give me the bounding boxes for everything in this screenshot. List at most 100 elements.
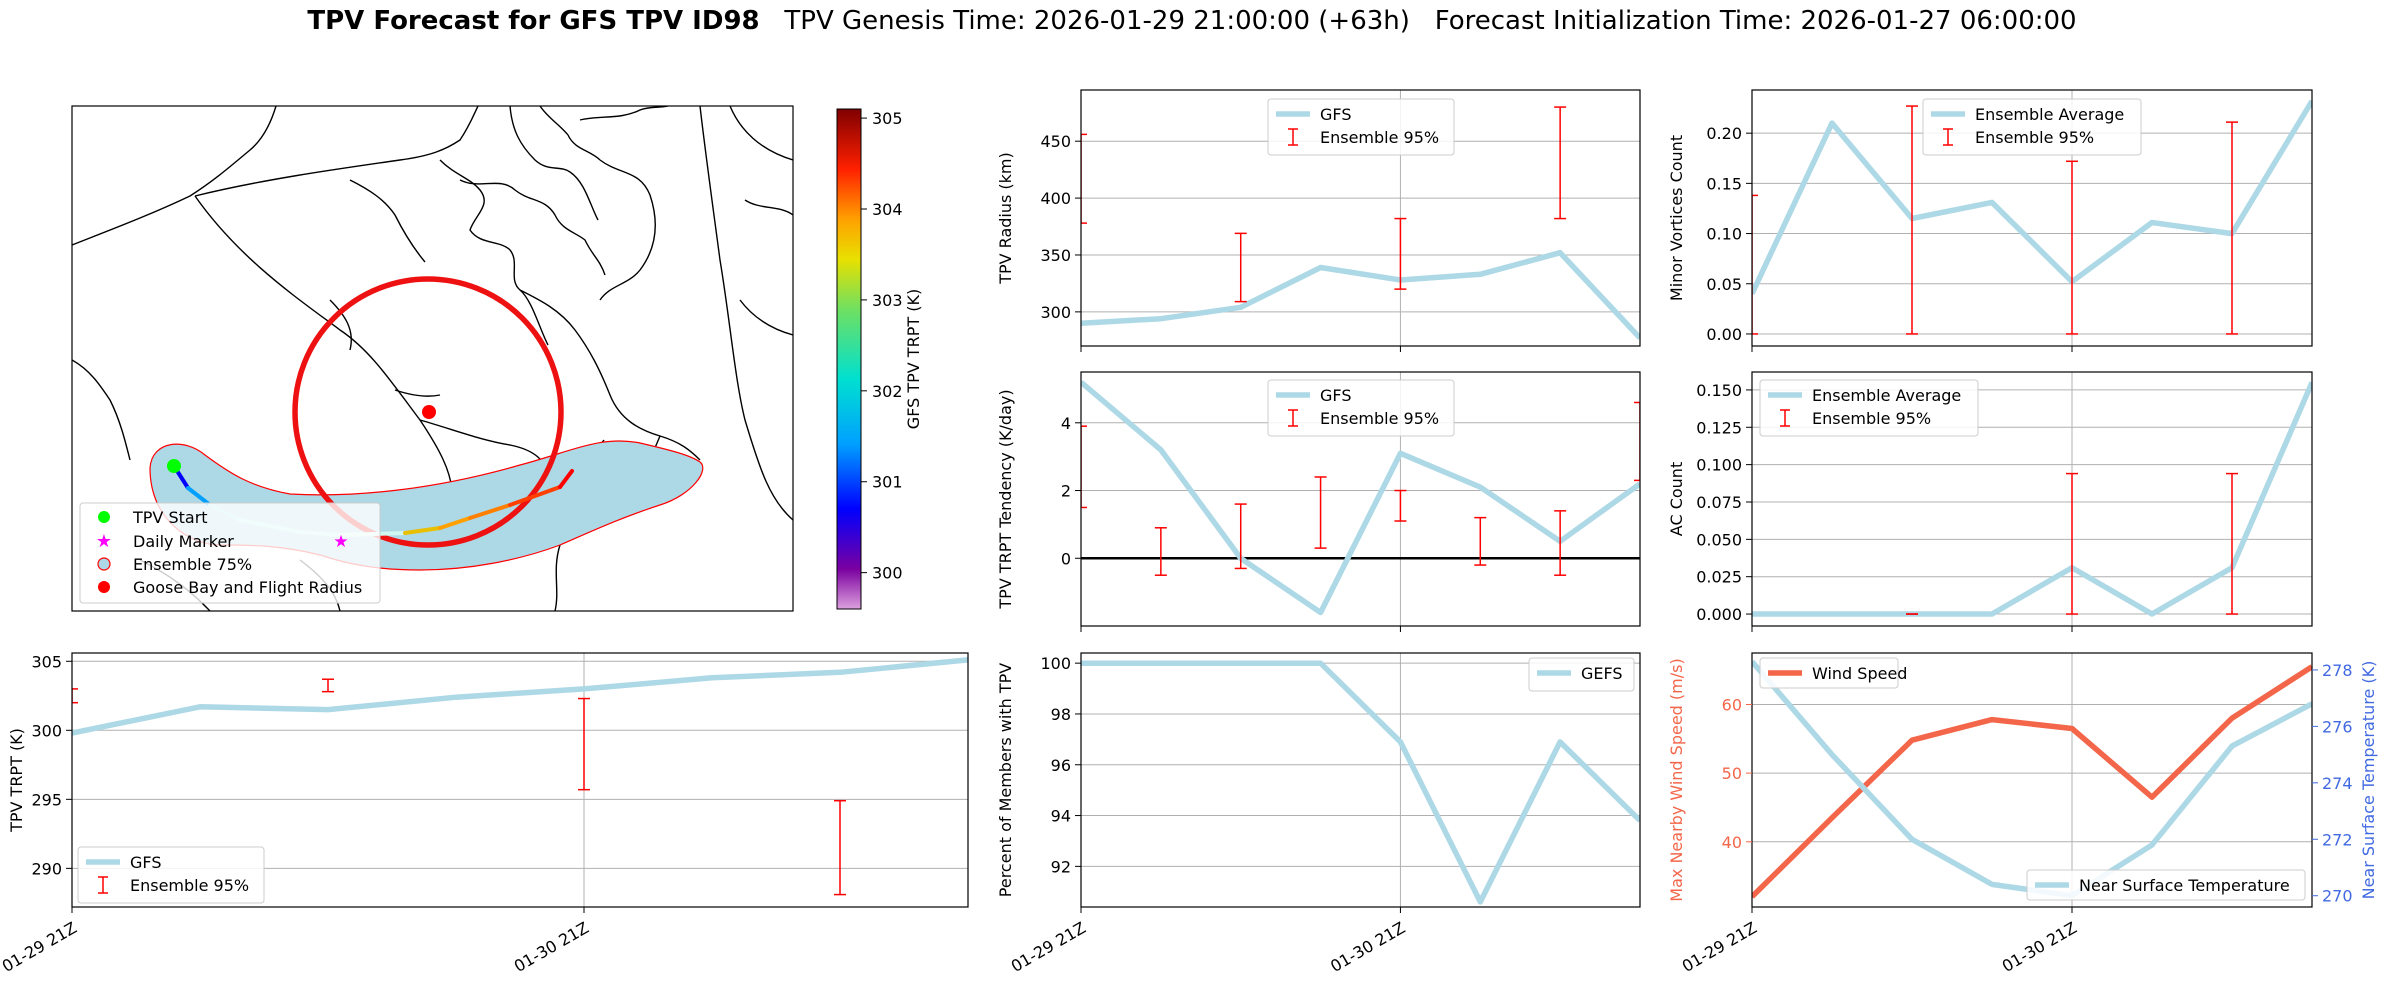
y-tick-label: 96 (1051, 756, 1071, 775)
colorbar-tick-label: 301 (872, 473, 903, 492)
map-legend: TPV Start ★ Daily Marker Ensemble 75% Go… (79, 502, 381, 604)
y-tick-label: 0.025 (1696, 568, 1742, 587)
axes-frame (1080, 89, 1641, 347)
map-legend-ensemble-75: Ensemble 75% (133, 555, 252, 574)
y-tick-label: 0.20 (1706, 124, 1742, 143)
series-line-wind-speed (1752, 664, 2312, 899)
chart-legend: Ensemble Average Ensemble 95% (1759, 379, 1979, 437)
y-axis-label: Percent of Members with TPV (996, 663, 1015, 897)
axes-frame (71, 652, 969, 908)
map-panel: TPV Start ★ Daily Marker Ensemble 75% Go… (71, 105, 923, 612)
legend-label: GEFS (1581, 664, 1623, 683)
error-bar (1474, 516, 1487, 566)
x-tick-label: 01-29 21Z (1008, 918, 1089, 976)
error-bar (2226, 121, 2238, 335)
chart-legend: GEFS (1528, 657, 1635, 692)
map-legend-daily-marker: Daily Marker (133, 532, 234, 551)
chart-minor-vortices: 0.00 0.05 0.10 0.15 0.20 Minor Vortices Count… (1667, 89, 2313, 352)
y-tick-label: 450 (1040, 132, 1071, 151)
error-bar (1234, 503, 1247, 570)
y-tick-label: 0 (1061, 549, 1071, 568)
map-legend-goose-bay: Goose Bay and Flight Radius (133, 578, 362, 597)
colorbar-tick-label: 303 (872, 291, 903, 310)
plot-area (1081, 380, 1640, 616)
chart-legend: GFS Ensemble 95% (77, 846, 265, 904)
y-tick-label: 0.00 (1706, 325, 1742, 344)
chart-legend: Wind Speed Near Surface Temperature (1759, 657, 2306, 901)
plot-area (1081, 106, 1640, 340)
y-tick-label: 100 (1040, 654, 1071, 673)
colorbar: 300 301 302 303 304 305 GFS TPV TRPT (K) (836, 108, 923, 610)
map-legend-tpv-start: TPV Start (132, 508, 208, 527)
axes-frame (1751, 652, 2313, 908)
y-tick-label: 0.075 (1696, 493, 1742, 512)
error-bar (1081, 425, 1087, 509)
error-bar (1906, 105, 1918, 335)
y-tick-label: 0.100 (1696, 456, 1742, 475)
y-tick-label: 94 (1051, 807, 1071, 826)
legend-label: Ensemble 95% (130, 876, 249, 895)
y-axis-label: TPV Radius (km) (996, 152, 1015, 285)
series-line-gfs (1081, 380, 1640, 616)
legend-label: GFS (130, 853, 161, 872)
y-right-tick-label: 272 (2322, 830, 2353, 849)
colorbar-tick-label: 300 (872, 564, 903, 583)
legend-label: Ensemble Average (1975, 105, 2124, 124)
y-right-tick-label: 278 (2322, 661, 2353, 680)
plot-area (1752, 99, 2312, 335)
error-bar (2066, 160, 2078, 335)
flight-radius-circle (292, 276, 564, 548)
legend-label: Ensemble Average (1812, 386, 1961, 405)
y-tick-label: 0.10 (1706, 225, 1742, 244)
legend-label: Near Surface Temperature (2079, 876, 2290, 895)
y-tick-label: 92 (1051, 857, 1071, 876)
chart-wind-temp: 40 50 60 270 272 274 276 278 Near Surface Temper… (1667, 652, 2378, 976)
axes-frame (1080, 652, 1641, 908)
legend-label: GFS (1320, 386, 1351, 405)
error-bar (72, 688, 78, 704)
figure-title: TPV Forecast for GFS TPV ID98 TPV Genesi… (0, 6, 2384, 36)
y-right-tick-label: 270 (2322, 887, 2353, 906)
y-tick-label: 0.150 (1696, 381, 1742, 400)
axes-frame (1751, 371, 2313, 627)
plot-area (72, 657, 968, 896)
error-bar (1081, 133, 1087, 224)
chart-percent-members: 92 94 96 98 100 01-29 21Z 01-30 21Z Percent of … (996, 652, 1641, 976)
error-bar (834, 799, 846, 896)
error-bar (1634, 401, 1640, 482)
error-bar (322, 678, 334, 693)
legend-label: Ensemble 95% (1320, 128, 1439, 147)
figure-title-rest: TPV Genesis Time: 2026-01-29 21:00:00 (+… (784, 6, 2077, 36)
y-right-axis-label: Near Surface Temperature (K) (2359, 661, 2378, 900)
colorbar-tick-label: 302 (872, 382, 903, 401)
error-bar (1554, 510, 1567, 576)
y-tick-label: 0.05 (1706, 275, 1742, 294)
y-axis-label: Minor Vortices Count (1667, 135, 1686, 301)
y-right-tick-label: 274 (2322, 774, 2353, 793)
figure-title-bold: TPV Forecast for GFS TPV ID98 (307, 6, 760, 36)
chart-trpt-tendency: 0 2 4 TPV TRPT Tendency (K/day) GFS Ensemble … (996, 371, 1641, 632)
colorbar-tick-label: 305 (872, 109, 903, 128)
star-icon: ★ (96, 531, 112, 552)
y-tick-label: 0.15 (1706, 174, 1742, 193)
error-bar (1234, 232, 1247, 303)
x-tick-label: 01-29 21Z (0, 918, 80, 976)
y-tick-label: 305 (31, 652, 62, 671)
y-tick-label: 4 (1061, 414, 1071, 433)
y-tick-label: 300 (31, 721, 62, 740)
error-bar (1154, 527, 1167, 576)
colorbar-label: GFS TPV TRPT (K) (904, 289, 923, 429)
error-bar (1554, 106, 1567, 220)
error-bar (578, 697, 590, 791)
chart-tpv-trpt: 290 295 300 305 01-29 21Z 01-30 21Z TPV TRPT (… (0, 652, 969, 976)
y-right-tick-label: 276 (2322, 717, 2353, 736)
gridlines (71, 653, 968, 907)
y-tick-label: 60 (1722, 695, 1742, 714)
y-tick-label: 400 (1040, 189, 1071, 208)
x-tick-label: 01-30 21Z (1999, 918, 2080, 976)
y-tick-label: 350 (1040, 246, 1071, 265)
legend-label: Ensemble 95% (1812, 409, 1931, 428)
daily-marker-star-icon: ★ (333, 532, 348, 552)
y-tick-label: 0.050 (1696, 530, 1742, 549)
